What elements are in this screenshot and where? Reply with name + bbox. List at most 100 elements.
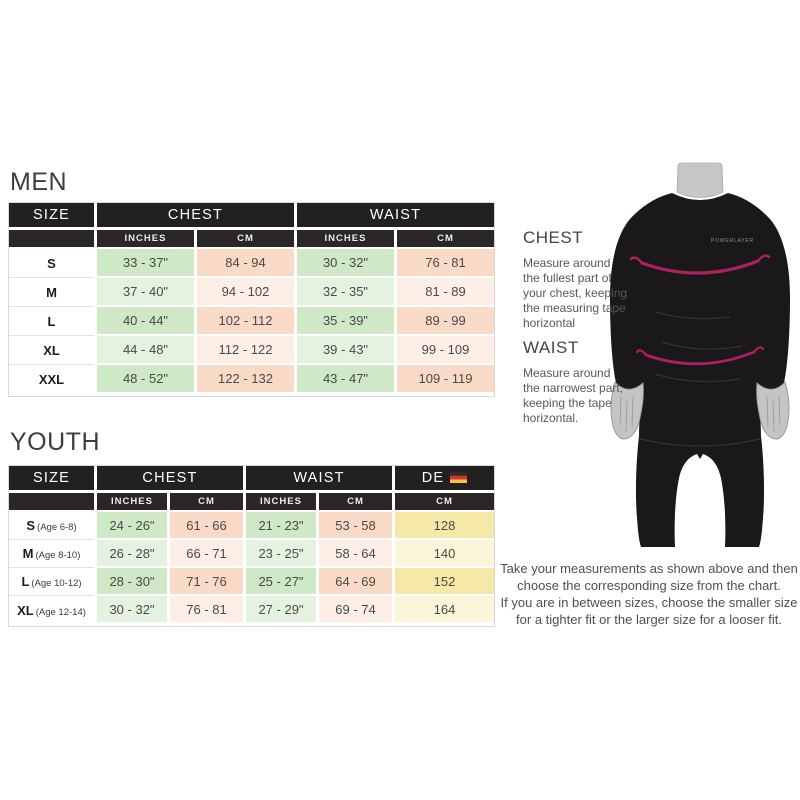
men-size-table-grid: SIZE CHEST WAIST INCHES CM INCHES CM S 3… [9, 203, 494, 394]
measurement-figure-illustration: POWERLAYER [610, 162, 790, 547]
de-cm-header: CM [395, 493, 494, 512]
chest-inches-cell: 33 - 37" [97, 249, 194, 278]
age-label: (Age 12-14) [35, 606, 86, 618]
waist-cm-cell: 89 - 99 [397, 307, 494, 336]
chest-cm-cell: 71 - 76 [170, 568, 243, 596]
chest-inches-header: INCHES [97, 493, 167, 512]
chest-cm-header: CM [170, 493, 243, 512]
table-row: L (Age 10-12) 28 - 30" 71 - 76 25 - 27" 6… [9, 568, 494, 596]
chest-inches-cell: 30 - 32" [97, 596, 167, 624]
youth-subheader-row: INCHES CM INCHES CM CM [9, 493, 494, 512]
waist-instructions: WAIST Measure around the narrowest part,… [523, 338, 653, 426]
table-row: XL (Age 12-14) 30 - 32" 76 - 81 27 - 29" … [9, 596, 494, 624]
waist-cm-cell: 99 - 109 [397, 336, 494, 365]
waist-cm-cell: 81 - 89 [397, 278, 494, 307]
age-label: (Age 8-10) [35, 550, 81, 561]
waist-cm-cell: 109 - 119 [397, 365, 494, 394]
men-section-title: MEN [10, 168, 68, 196]
german-flag-icon [450, 472, 468, 483]
chest-cm-cell: 61 - 66 [170, 512, 243, 540]
size-subheader-spacer [9, 230, 94, 249]
chest-inches-cell: 37 - 40" [97, 278, 194, 307]
men-header-row: SIZE CHEST WAIST [9, 203, 494, 230]
waist-inches-cell: 30 - 32" [297, 249, 394, 278]
chest-cm-header: CM [197, 230, 294, 249]
waist-cm-cell: 69 - 74 [319, 596, 393, 624]
chest-cm-cell: 76 - 81 [170, 596, 243, 624]
size-cell: L [9, 307, 94, 336]
age-label: (Age 6-8) [37, 522, 77, 533]
chest-inches-cell: 28 - 30" [97, 568, 167, 596]
shirt-wrinkles [639, 311, 761, 447]
brand-logo-text: POWERLAYER [711, 238, 754, 244]
youth-size-table-grid: SIZE CHEST WAIST DE INCHES CM INCHES CM … [9, 466, 494, 624]
de-cm-cell: 140 [395, 540, 494, 568]
table-row: L 40 - 44" 102 - 112 35 - 39" 89 - 99 [9, 307, 494, 336]
waist-cm-cell: 76 - 81 [397, 249, 494, 278]
men-col-size: SIZE [9, 203, 94, 230]
de-cm-cell: 152 [395, 568, 494, 596]
table-row: XL 44 - 48" 112 - 122 39 - 43" 99 - 109 [9, 336, 494, 365]
chest-instructions-title: CHEST [523, 228, 584, 247]
waist-inches-cell: 35 - 39" [297, 307, 394, 336]
waist-instructions-text: Measure around the narrowest part, keepi… [523, 366, 624, 425]
chest-cm-cell: 84 - 94 [197, 249, 294, 278]
waist-cm-header: CM [397, 230, 494, 249]
chest-inches-header: INCHES [97, 230, 194, 249]
youth-header-row: SIZE CHEST WAIST DE [9, 466, 494, 493]
waist-cm-cell: 58 - 64 [319, 540, 393, 568]
chest-cm-cell: 66 - 71 [170, 540, 243, 568]
chest-inches-cell: 40 - 44" [97, 307, 194, 336]
waist-inches-cell: 23 - 25" [246, 540, 316, 568]
waist-inches-cell: 43 - 47" [297, 365, 394, 394]
youth-col-size: SIZE [9, 466, 94, 493]
youth-section-title: YOUTH [10, 428, 100, 456]
table-row: S 33 - 37" 84 - 94 30 - 32" 76 - 81 [9, 249, 494, 278]
chest-cm-cell: 94 - 102 [197, 278, 294, 307]
de-cm-cell: 164 [395, 596, 494, 624]
youth-col-waist: WAIST [246, 466, 393, 493]
de-label: DE [421, 470, 445, 486]
figure-hands [610, 381, 790, 440]
size-cell: L (Age 10-12) [9, 568, 94, 596]
waist-cm-cell: 64 - 69 [319, 568, 393, 596]
chest-inches-cell: 24 - 26" [97, 512, 167, 540]
de-cm-cell: 128 [395, 512, 494, 540]
size-cell: XL (Age 12-14) [9, 596, 94, 624]
waist-inches-header: INCHES [246, 493, 316, 512]
size-cell: S [9, 249, 94, 278]
table-row: M (Age 8-10) 26 - 28" 66 - 71 23 - 25" 58… [9, 540, 494, 568]
chest-tape-line [629, 254, 771, 275]
size-cell: XL [9, 336, 94, 365]
waist-inches-cell: 39 - 43" [297, 336, 394, 365]
waist-cm-cell: 53 - 58 [319, 512, 393, 540]
waist-cm-header: CM [319, 493, 393, 512]
size-cell: S (Age 6-8) [9, 512, 94, 540]
chest-inches-cell: 48 - 52" [97, 365, 194, 394]
men-col-waist: WAIST [297, 203, 494, 230]
size-cell: M (Age 8-10) [9, 540, 94, 568]
waist-inches-cell: 27 - 29" [246, 596, 316, 624]
chest-cm-cell: 112 - 122 [197, 336, 294, 365]
men-col-chest: CHEST [97, 203, 294, 230]
waist-inches-header: INCHES [297, 230, 394, 249]
table-row: XXL 48 - 52" 122 - 132 43 - 47" 109 - 11… [9, 365, 494, 394]
youth-col-de: DE [395, 466, 494, 493]
chest-inches-cell: 44 - 48" [97, 336, 194, 365]
men-size-table: SIZE CHEST WAIST INCHES CM INCHES CM S 3… [8, 202, 495, 397]
table-row: M 37 - 40" 94 - 102 32 - 35" 81 - 89 [9, 278, 494, 307]
youth-size-table: SIZE CHEST WAIST DE INCHES CM INCHES CM … [8, 465, 495, 627]
chest-cm-cell: 102 - 112 [197, 307, 294, 336]
chest-cm-cell: 122 - 132 [197, 365, 294, 394]
age-label: (Age 10-12) [31, 578, 82, 589]
waist-inches-cell: 25 - 27" [246, 568, 316, 596]
chest-inches-cell: 26 - 28" [97, 540, 167, 568]
figure-neck [676, 162, 724, 198]
size-cell: M [9, 278, 94, 307]
chest-instructions-text: Measure around the fullest part of your … [523, 256, 628, 330]
table-row: S (Age 6-8) 24 - 26" 61 - 66 21 - 23" 53 … [9, 512, 494, 540]
chest-instructions: CHEST Measure around the fullest part of… [523, 228, 653, 331]
waist-inches-cell: 32 - 35" [297, 278, 394, 307]
waist-tape-line [635, 346, 765, 366]
youth-col-chest: CHEST [97, 466, 243, 493]
